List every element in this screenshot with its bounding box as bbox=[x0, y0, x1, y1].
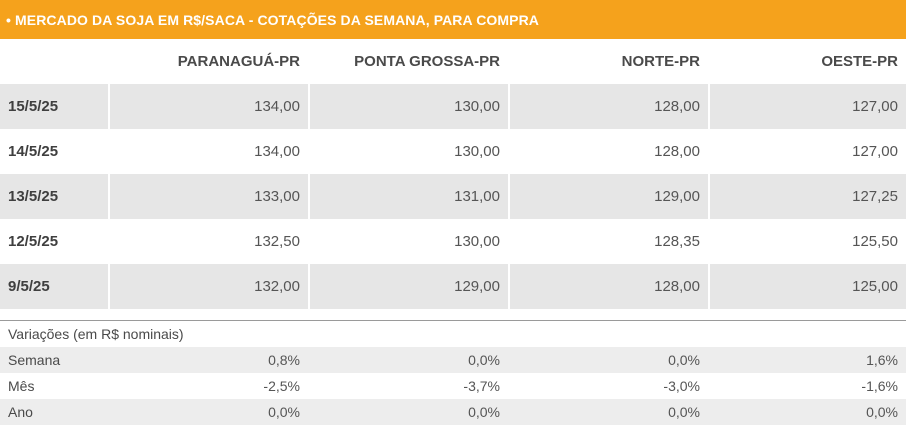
row-value-oeste: 125,00 bbox=[708, 264, 906, 309]
row-date: 12/5/25 bbox=[8, 233, 59, 250]
row-value-oeste: 127,00 bbox=[708, 84, 906, 129]
variation-value-norte: 0,0% bbox=[668, 352, 700, 368]
variation-value-paranagua: 0,0% bbox=[268, 404, 300, 420]
variation-value-norte: -3,0% bbox=[663, 378, 700, 394]
variation-value-paranagua: 0,8% bbox=[268, 352, 300, 368]
variation-row: Semana 0,8% 0,0% 0,0% 1,6% bbox=[0, 347, 906, 373]
variation-value-norte: 0,0% bbox=[668, 404, 700, 420]
variation-value-ponta-grossa: -3,7% bbox=[463, 378, 500, 394]
row-value-oeste: 127,25 bbox=[708, 174, 906, 219]
variation-row: Mês -2,5% -3,7% -3,0% -1,6% bbox=[0, 373, 906, 399]
row-date: 14/5/25 bbox=[8, 143, 59, 160]
header-date-column bbox=[0, 39, 108, 84]
table-row: 12/5/25 132,50 130,00 128,35 125,50 bbox=[0, 219, 906, 264]
variation-value-oeste: 1,6% bbox=[866, 352, 898, 368]
variation-value-paranagua: -2,5% bbox=[263, 378, 300, 394]
section-divider bbox=[0, 320, 906, 321]
table-title: • MERCADO DA SOJA EM R$/SACA - COTAÇÕES … bbox=[0, 0, 906, 39]
row-value-ponta-grossa: 130,00 bbox=[454, 233, 500, 250]
variation-value-ponta-grossa: 0,0% bbox=[468, 404, 500, 420]
table-row: 13/5/25 133,00 131,00 129,00 127,25 bbox=[0, 174, 906, 219]
row-value-oeste: 127,00 bbox=[852, 143, 898, 160]
row-value-norte: 128,00 bbox=[508, 264, 708, 309]
row-value-ponta-grossa: 131,00 bbox=[308, 174, 508, 219]
row-value-norte: 128,00 bbox=[508, 84, 708, 129]
row-value-paranagua: 132,50 bbox=[254, 233, 300, 250]
row-value-norte: 129,00 bbox=[508, 174, 708, 219]
variation-value-oeste: -1,6% bbox=[861, 378, 898, 394]
row-value-ponta-grossa: 130,00 bbox=[308, 84, 508, 129]
row-value-paranagua: 134,00 bbox=[108, 84, 308, 129]
row-value-paranagua: 133,00 bbox=[108, 174, 308, 219]
variation-label: Ano bbox=[8, 404, 33, 420]
variation-row: Ano 0,0% 0,0% 0,0% 0,0% bbox=[0, 399, 906, 425]
column-header-row: PARANAGUÁ-PR PONTA GROSSA-PR NORTE-PR OE… bbox=[0, 39, 906, 84]
variation-label: Semana bbox=[8, 352, 61, 368]
row-date: 13/5/25 bbox=[8, 188, 59, 205]
variations-title: Variações (em R$ nominais) bbox=[0, 321, 906, 347]
row-value-norte: 128,00 bbox=[654, 143, 700, 160]
variation-value-ponta-grossa: 0,0% bbox=[468, 352, 500, 368]
table-row: 14/5/25 134,00 130,00 128,00 127,00 bbox=[0, 129, 906, 174]
table-row: 9/5/25 132,00 129,00 128,00 125,00 bbox=[0, 264, 906, 309]
table-row: 15/5/25 134,00 130,00 128,00 127,00 bbox=[0, 84, 906, 129]
row-value-oeste: 125,50 bbox=[852, 233, 898, 250]
row-value-paranagua: 132,00 bbox=[108, 264, 308, 309]
header-oeste: OESTE-PR bbox=[821, 53, 898, 70]
row-date: 15/5/25 bbox=[8, 98, 59, 115]
row-value-ponta-grossa: 130,00 bbox=[454, 143, 500, 160]
row-value-norte: 128,35 bbox=[654, 233, 700, 250]
row-date: 9/5/25 bbox=[8, 278, 50, 295]
row-value-paranagua: 134,00 bbox=[254, 143, 300, 160]
variation-value-oeste: 0,0% bbox=[866, 404, 898, 420]
header-norte: NORTE-PR bbox=[621, 53, 700, 70]
variation-label: Mês bbox=[8, 378, 35, 394]
header-ponta-grossa: PONTA GROSSA-PR bbox=[354, 53, 500, 70]
row-value-ponta-grossa: 129,00 bbox=[308, 264, 508, 309]
header-paranagua: PARANAGUÁ-PR bbox=[177, 53, 300, 70]
